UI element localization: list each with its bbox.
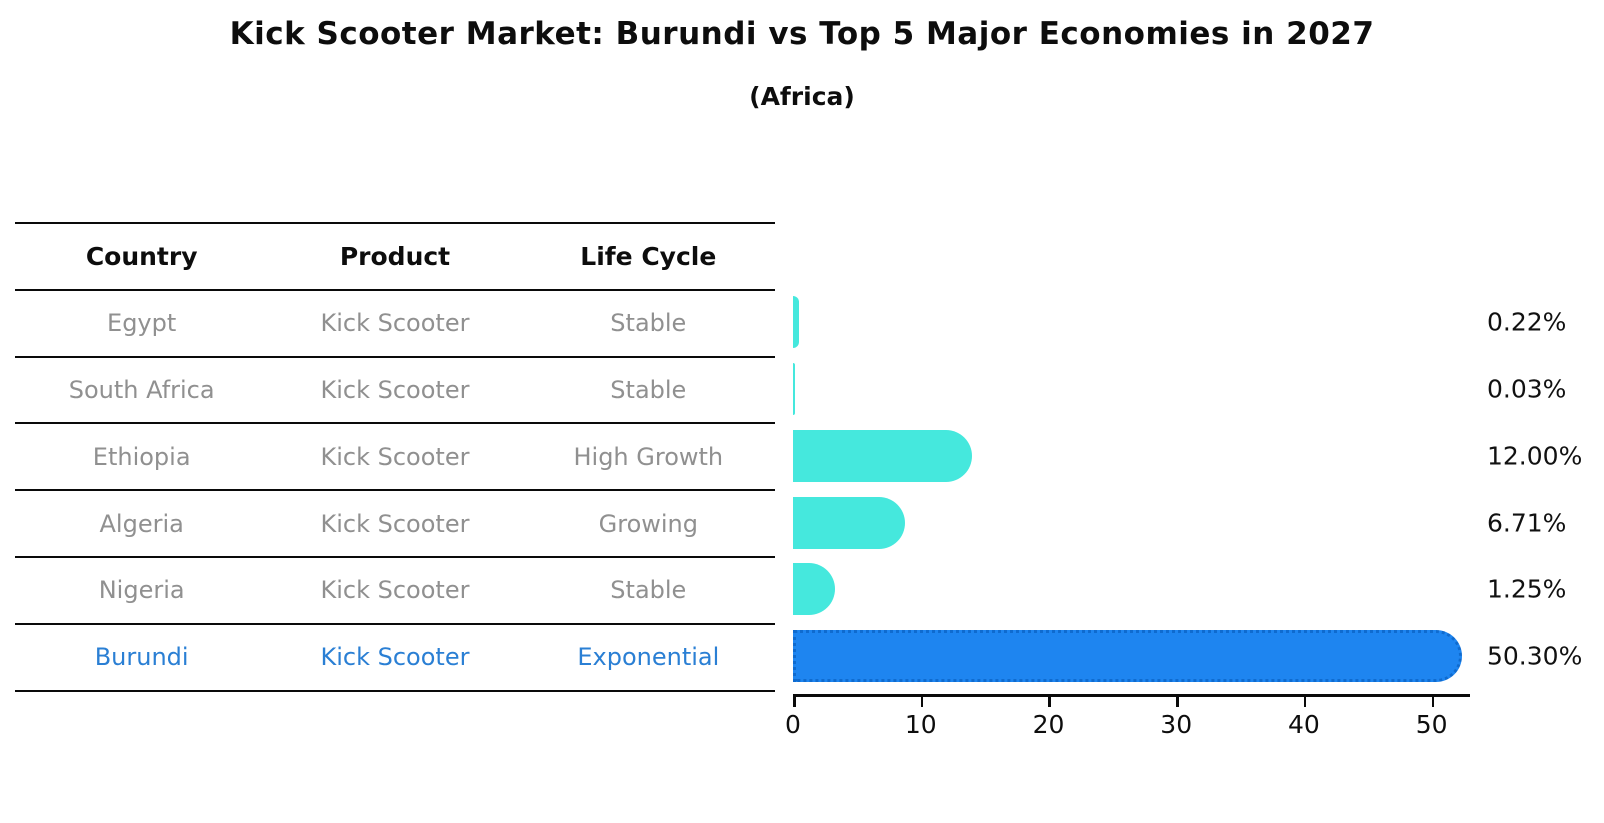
table-row: Ethiopia Kick Scooter High Growth	[15, 424, 775, 492]
bar-nigeria	[793, 563, 835, 616]
x-tick-label: 0	[785, 710, 801, 739]
bar-burundi	[793, 630, 1462, 683]
table-header-row: Country Product Life Cycle	[15, 222, 775, 291]
value-label: 12.00%	[1487, 441, 1583, 471]
x-tick	[1431, 696, 1435, 707]
table-cell-life-cycle: Growing	[598, 509, 698, 538]
table-cell-country: Nigeria	[98, 576, 185, 605]
value-label: 1.25%	[1487, 574, 1567, 604]
table-cell-product: Kick Scooter	[320, 442, 470, 471]
x-tick-label: 40	[1288, 710, 1320, 739]
x-tick-label: 10	[904, 710, 937, 739]
table-cell-product: Kick Scooter	[320, 375, 470, 404]
table-cell-country: Algeria	[99, 509, 184, 538]
x-tick-label: 20	[1032, 710, 1065, 739]
country-table: Country Product Life Cycle Egypt Kick Scoote…	[15, 222, 775, 692]
table-row: Algeria Kick Scooter Growing	[15, 491, 775, 558]
value-label: 6.71%	[1487, 508, 1567, 538]
table-cell-product: Kick Scooter	[320, 509, 470, 538]
table-cell-product: Kick Scooter	[320, 309, 470, 338]
table-cell-product: Kick Scooter	[320, 576, 470, 605]
table-row: Nigeria Kick Scooter Stable	[15, 558, 775, 625]
table-cell-country: Burundi	[94, 643, 189, 672]
table-cell-life-cycle: Stable	[610, 576, 687, 605]
chart-title: Kick Scooter Market: Burundi vs Top 5 Ma…	[229, 16, 1375, 52]
table-cell-country: Egypt	[107, 309, 177, 338]
chart-subtitle: (Africa)	[749, 82, 855, 111]
x-tick	[1303, 696, 1307, 707]
table-cell-country: South Africa	[68, 375, 215, 404]
bar-algeria	[793, 496, 905, 549]
bar-ethiopia	[793, 429, 973, 482]
x-axis-spine	[793, 694, 1470, 697]
bar-egypt	[793, 296, 799, 349]
x-tick-label: 50	[1415, 710, 1448, 739]
bar-south-africa	[793, 363, 795, 415]
table-cell-life-cycle: Stable	[610, 309, 687, 338]
table-cell-product: Kick Scooter	[320, 643, 470, 672]
table-header-cell: Product	[339, 241, 451, 271]
table-cell-life-cycle: Exponential	[577, 643, 720, 672]
x-tick	[920, 696, 924, 707]
value-label: 50.30%	[1487, 641, 1583, 671]
table-header-cell: Life Cycle	[580, 241, 717, 271]
table-cell-life-cycle: Stable	[610, 375, 687, 404]
value-label: 0.22%	[1487, 307, 1567, 337]
table-row: South Africa Kick Scooter Stable	[15, 358, 775, 425]
x-tick	[1048, 696, 1051, 707]
x-tick-label: 30	[1160, 710, 1193, 739]
table-cell-country: Ethiopia	[92, 442, 191, 471]
table-row: Burundi Kick Scooter Exponential	[15, 625, 775, 692]
value-label: 0.03%	[1487, 374, 1567, 404]
x-tick	[793, 696, 796, 707]
table-row: Egypt Kick Scooter Stable	[15, 291, 775, 358]
table-cell-life-cycle: High Growth	[573, 442, 724, 471]
x-tick	[1176, 696, 1179, 707]
table-header-cell: Country	[85, 241, 198, 271]
